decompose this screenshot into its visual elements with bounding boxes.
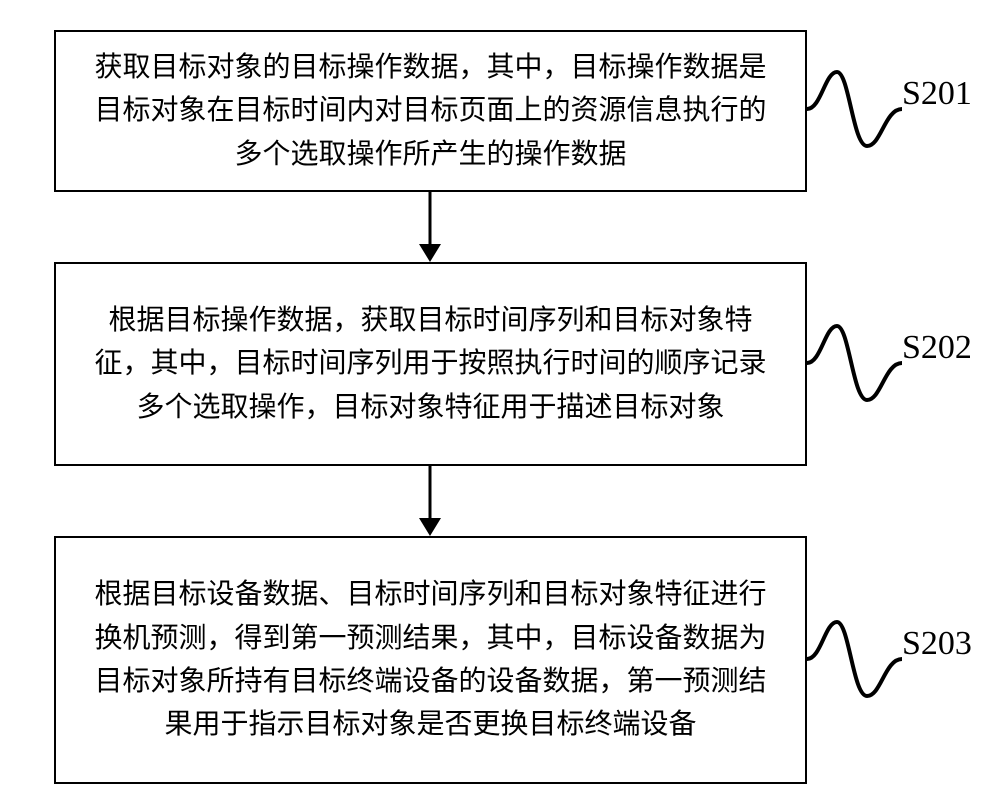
step-label-text: S201 [902, 75, 972, 112]
flowchart-step-s201: 获取目标对象的目标操作数据，其中，目标操作数据是目标对象在目标时间内对目标页面上… [54, 30, 807, 192]
connector-squiggle-s201 [807, 60, 902, 158]
step-text: 根据目标设备数据、目标时间序列和目标对象特征进行换机预测，得到第一预测结果，其中… [84, 573, 777, 747]
flowchart-canvas: 获取目标对象的目标操作数据，其中，目标操作数据是目标对象在目标时间内对目标页面上… [0, 0, 1000, 797]
flowchart-step-s202: 根据目标操作数据，获取目标时间序列和目标对象特征，其中，目标时间序列用于按照执行… [54, 262, 807, 466]
step-label-s201: S201 [902, 75, 972, 113]
step-text: 根据目标操作数据，获取目标时间序列和目标对象特征，其中，目标时间序列用于按照执行… [84, 299, 777, 429]
flowchart-step-s203: 根据目标设备数据、目标时间序列和目标对象特征进行换机预测，得到第一预测结果，其中… [54, 536, 807, 784]
step-label-s202: S202 [902, 329, 972, 367]
step-label-text: S202 [902, 329, 972, 366]
step-label-s203: S203 [902, 625, 972, 663]
step-label-text: S203 [902, 625, 972, 662]
connector-squiggle-s203 [807, 610, 902, 708]
step-text: 获取目标对象的目标操作数据，其中，目标操作数据是目标对象在目标时间内对目标页面上… [84, 46, 777, 176]
connector-squiggle-s202 [807, 314, 902, 412]
